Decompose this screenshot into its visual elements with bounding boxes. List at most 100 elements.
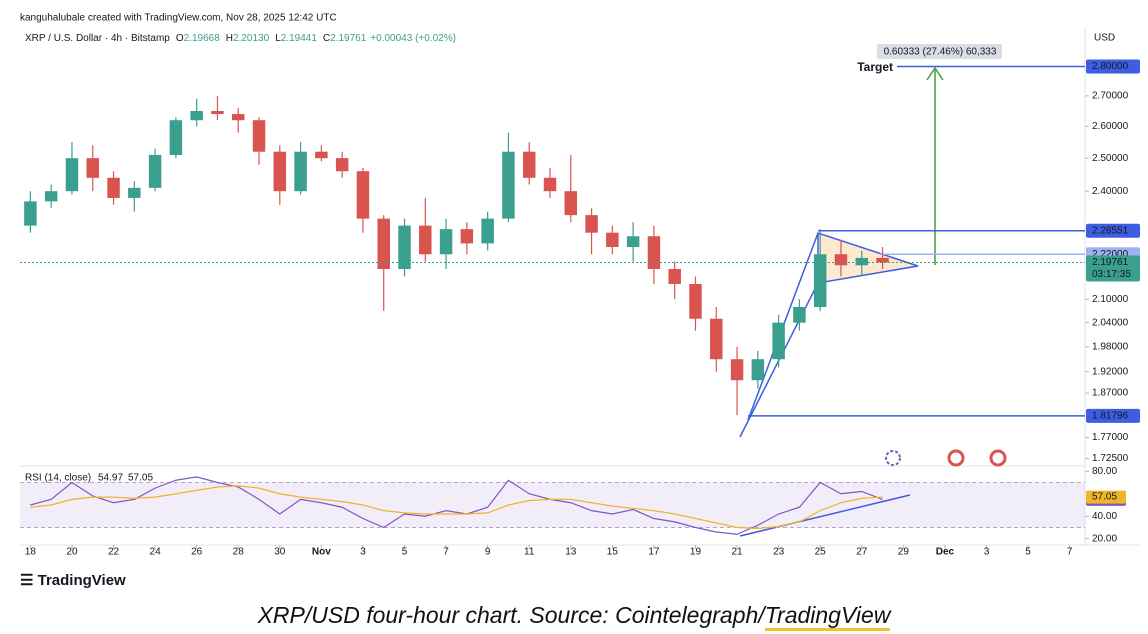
rsi-legend-value: 57.05: [128, 473, 153, 484]
x-tick-label: 5: [1025, 547, 1031, 558]
x-tick-label: 17: [648, 547, 660, 558]
economic-event-icon[interactable]: [947, 449, 965, 467]
rsi-value-box: [1086, 490, 1126, 504]
candle-body: [689, 283, 702, 319]
credit: kanguhalubale created with TradingView.c…: [20, 13, 337, 24]
x-tick-label: 20: [66, 547, 78, 558]
ohlc-value: 2.20130: [233, 33, 270, 44]
caption-text: XRP/USD four-hour chart. Source: Cointel…: [257, 602, 765, 628]
y-tick-label: 2.60000: [1092, 121, 1129, 132]
ohlc-key: C: [323, 33, 330, 44]
rsi-line: [30, 476, 883, 535]
x-tick-label: 21: [731, 547, 743, 558]
candle-body: [24, 201, 37, 226]
candle-body: [356, 171, 370, 219]
candle-body: [876, 257, 889, 263]
price-label: 2.28551: [1092, 225, 1129, 236]
x-tick-label: Dec: [936, 547, 955, 558]
x-tick-label: 9: [485, 547, 491, 558]
candle-body: [86, 158, 99, 178]
y-tick-label: 2.04000: [1092, 317, 1129, 328]
candle-body: [107, 177, 120, 198]
x-tick-label: 15: [607, 547, 619, 558]
x-tick-label: 22: [108, 547, 120, 558]
candle-body: [751, 359, 765, 381]
y-tick-label: 2.10000: [1092, 294, 1129, 305]
candle-body: [232, 114, 245, 121]
y-tick-label: 2.50000: [1092, 153, 1129, 164]
candle-body: [793, 306, 806, 323]
candle-body: [730, 359, 744, 381]
x-tick-label: 26: [191, 547, 203, 558]
candle-body: [543, 177, 557, 192]
x-tick-label: 5: [402, 547, 408, 558]
change: +0.00043 (+0.02%): [370, 33, 456, 44]
economic-event-icon[interactable]: [989, 449, 1007, 467]
candle-body: [128, 187, 141, 198]
candle-body: [190, 110, 203, 121]
candle-body: [647, 236, 661, 269]
target-arrow-head: [926, 66, 944, 81]
x-tick-label: 7: [443, 547, 449, 558]
candle-body: [335, 158, 349, 172]
x-tick-label: 28: [233, 547, 245, 558]
symbol-line: XRP / U.S. Dollar · 4h · Bitstamp O2.1966…: [25, 33, 456, 44]
candle-body: [211, 110, 224, 115]
x-tick-label: 13: [565, 547, 577, 558]
rsi-title: RSI (14, close): [25, 473, 91, 484]
price-label: 1.81796: [1092, 411, 1129, 422]
candle-body: [813, 254, 827, 307]
y-tick-label: 1.87000: [1092, 388, 1129, 399]
candle-body: [834, 254, 848, 266]
x-tick-label: 27: [856, 547, 868, 558]
rsi-trendline: [739, 494, 911, 537]
candle-body: [564, 191, 578, 216]
x-tick-label: 29: [898, 547, 910, 558]
event-icon[interactable]: [885, 450, 901, 466]
x-tick-label: 25: [815, 547, 827, 558]
candle-body: [148, 154, 162, 188]
ohlc-value: 2.19761: [330, 33, 367, 44]
y-tick-label: 1.77000: [1092, 432, 1129, 443]
candle-body: [668, 268, 681, 284]
ohlc-key: O: [176, 33, 184, 44]
candle-body: [169, 120, 183, 155]
x-tick-label: 30: [274, 547, 286, 558]
candle-body: [273, 151, 287, 192]
current-price-label: 2.19761: [1092, 257, 1129, 268]
ohlc-key: L: [275, 33, 281, 44]
rsi-band: [20, 482, 1085, 528]
caption: XRP/USD four-hour chart. Source: Cointel…: [0, 602, 1148, 631]
background: [0, 0, 1148, 568]
candle-body: [855, 257, 868, 266]
price-label: 2.80000: [1092, 61, 1129, 72]
candle-body: [294, 151, 307, 192]
countdown: 03:17:35: [1092, 269, 1131, 280]
ohlc-key: H: [226, 33, 233, 44]
rsi-y-tick-label: 20.00: [1092, 533, 1117, 544]
rsi-line: [30, 485, 883, 530]
y-tick-label: 2.70000: [1092, 91, 1129, 102]
caption-link[interactable]: TradingView: [764, 602, 891, 631]
candle-body: [252, 120, 266, 152]
rsi-y-tick-label: 40.00: [1092, 511, 1117, 522]
candle-body: [377, 218, 390, 269]
logo-text: TradingView: [37, 572, 126, 589]
candle-body: [398, 225, 411, 269]
y-tick-label: 1.92000: [1092, 366, 1129, 377]
candle-body: [710, 318, 723, 360]
symbol: XRP / U.S. Dollar · 4h · Bitstamp: [25, 33, 170, 44]
x-tick-label: 3: [984, 547, 990, 558]
candle-body: [585, 215, 598, 233]
x-tick-label: 7: [1067, 547, 1073, 558]
logo: ☰ TradingView: [20, 572, 126, 589]
candle-body: [481, 218, 494, 244]
candle-body: [626, 236, 640, 248]
rsi-y-tick-label: 80.00: [1092, 466, 1117, 477]
price-label-box: [1086, 59, 1140, 74]
rsi-legend-value: 54.97: [98, 473, 123, 484]
x-tick-label: 18: [25, 547, 37, 558]
measure-label: 0.60333 (27.46%) 60,333: [884, 47, 997, 58]
price-label-box: [1086, 408, 1140, 423]
